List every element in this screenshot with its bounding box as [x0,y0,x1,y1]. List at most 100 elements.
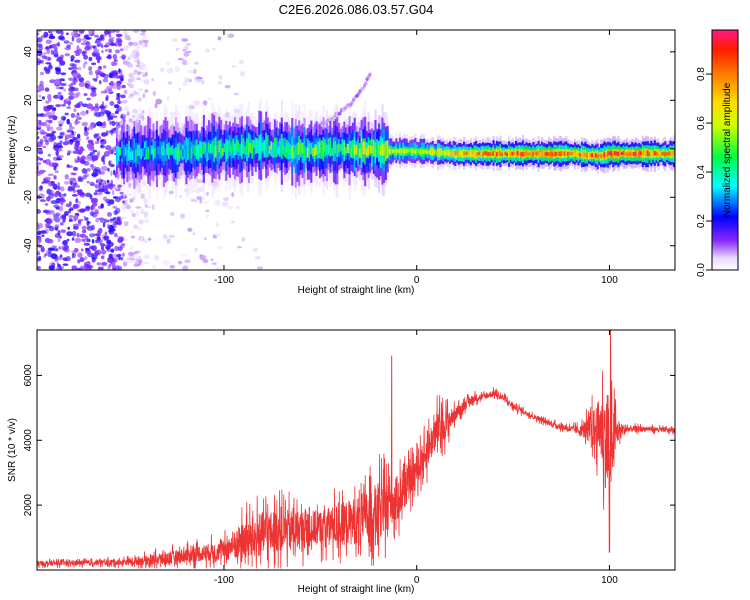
spectrogram-cell [63,181,70,185]
ridge-cell [437,150,440,156]
spectrogram-cell [122,252,125,257]
spectrogram-cell [187,192,191,197]
spectrogram-cell [82,51,86,57]
spectrogram-cell [113,104,120,109]
spectrogram-cell [33,210,36,214]
spectrogram-cell [32,41,35,44]
ridge-cell [225,144,228,156]
spectrogram-cell [126,82,132,86]
spectrogram-cell [38,223,43,229]
ridge-cell [188,146,192,159]
ridge-cell [561,151,565,156]
ridge-cell [598,154,601,158]
ridge-cell [431,149,434,154]
spectrogram-x-label: Height of straight line (km) [298,285,415,296]
ridge-cell [591,153,594,158]
ridge-cell [355,145,358,155]
spectrogram-cell [71,194,79,197]
spectrogram-cell [64,112,69,116]
snr-y-label: SNR (10 * v/v) [7,418,18,482]
ridge-cell [676,144,678,163]
spectrogram-cell [97,217,105,221]
ridge-cell [615,151,618,156]
spectrogram-cell [40,247,45,253]
spectrogram-cell [140,193,145,200]
spectrogram-cell [86,103,93,110]
spectrogram-cell [88,30,93,35]
spectrogram-cell [83,215,87,219]
ridge-cell [143,148,146,158]
ridge-cell [508,152,511,157]
ridge-cell [626,152,629,157]
ridge-cell [360,142,363,154]
spectrogram-cell [41,96,45,100]
spectrogram-cell [40,35,47,39]
ridge-cell [469,151,473,156]
ridge-cell [504,151,507,156]
spectrogram-cell [71,237,75,241]
ridge-cell [587,152,591,157]
x-tick-label: 0 [414,275,420,286]
x-tick-label: 100 [601,575,618,586]
spectrogram-cell [144,89,149,93]
spectrogram-cell [118,236,125,242]
ridge-cell [638,151,641,156]
spectrogram-cell [129,246,133,251]
spectrogram-cell [129,209,135,214]
spectrogram-cell [112,196,118,199]
ridge-cell [123,144,126,158]
ridge-cell [218,140,221,153]
spectrogram-cell [111,261,116,267]
spectrogram-cell [110,170,113,177]
y-tick-label: 0 [23,146,34,152]
spectrogram-cell [192,100,200,104]
spectrogram-cell [88,70,93,76]
spectrogram-cell [136,46,140,49]
spectrogram-cell [174,66,181,72]
ridge-cell [155,146,159,160]
ridge-cell [197,144,200,153]
spectrogram-cell [208,97,212,101]
spectrogram-cell [221,201,229,207]
spectrogram-cell [74,59,81,63]
ridge-cell [254,139,257,149]
spectrogram-cell [48,136,55,143]
ridge-cell [164,148,167,161]
spectrogram-cell [97,178,102,183]
spectrogram-cell [47,238,54,244]
spectrogram-cell [46,133,53,137]
ridge-cell [256,145,259,153]
spectrogram-cell [96,138,100,142]
spectrogram-cell [231,192,235,198]
ridge-cell [266,142,270,154]
ridge-cell [183,148,186,159]
spectrogram-cell [39,129,45,135]
spectrogram-cell [80,110,87,116]
spectrogram-cell [115,187,121,192]
spectrogram-cell [43,52,47,55]
spectrogram-cell [123,45,129,51]
spectrogram-cell [60,95,64,101]
spectrogram-cell [103,235,110,240]
spectrogram-cell [77,252,83,258]
spectrogram-cell [235,206,241,209]
spectrogram-cell [133,251,138,255]
ridge-cell [452,151,455,157]
ridge-cell [414,149,417,155]
spectrogram-cell [85,109,89,115]
ridge-cell [133,146,136,160]
ridge-cell [390,148,393,154]
spectrogram-cell [184,188,189,193]
spectrogram-cell [106,246,110,250]
spectrogram-cell [38,245,45,249]
ridge-cell [634,151,637,156]
ridge-cell [506,152,509,156]
spectrogram-cell [96,262,102,266]
spectrogram-cell [68,186,71,191]
spectrogram-cell [55,150,59,157]
spectrogram-cell [112,30,116,33]
ridge-cell [447,151,450,156]
spectrogram-cell [188,78,192,83]
spectrogram-cell [52,183,58,190]
ridge-cell [265,137,268,151]
